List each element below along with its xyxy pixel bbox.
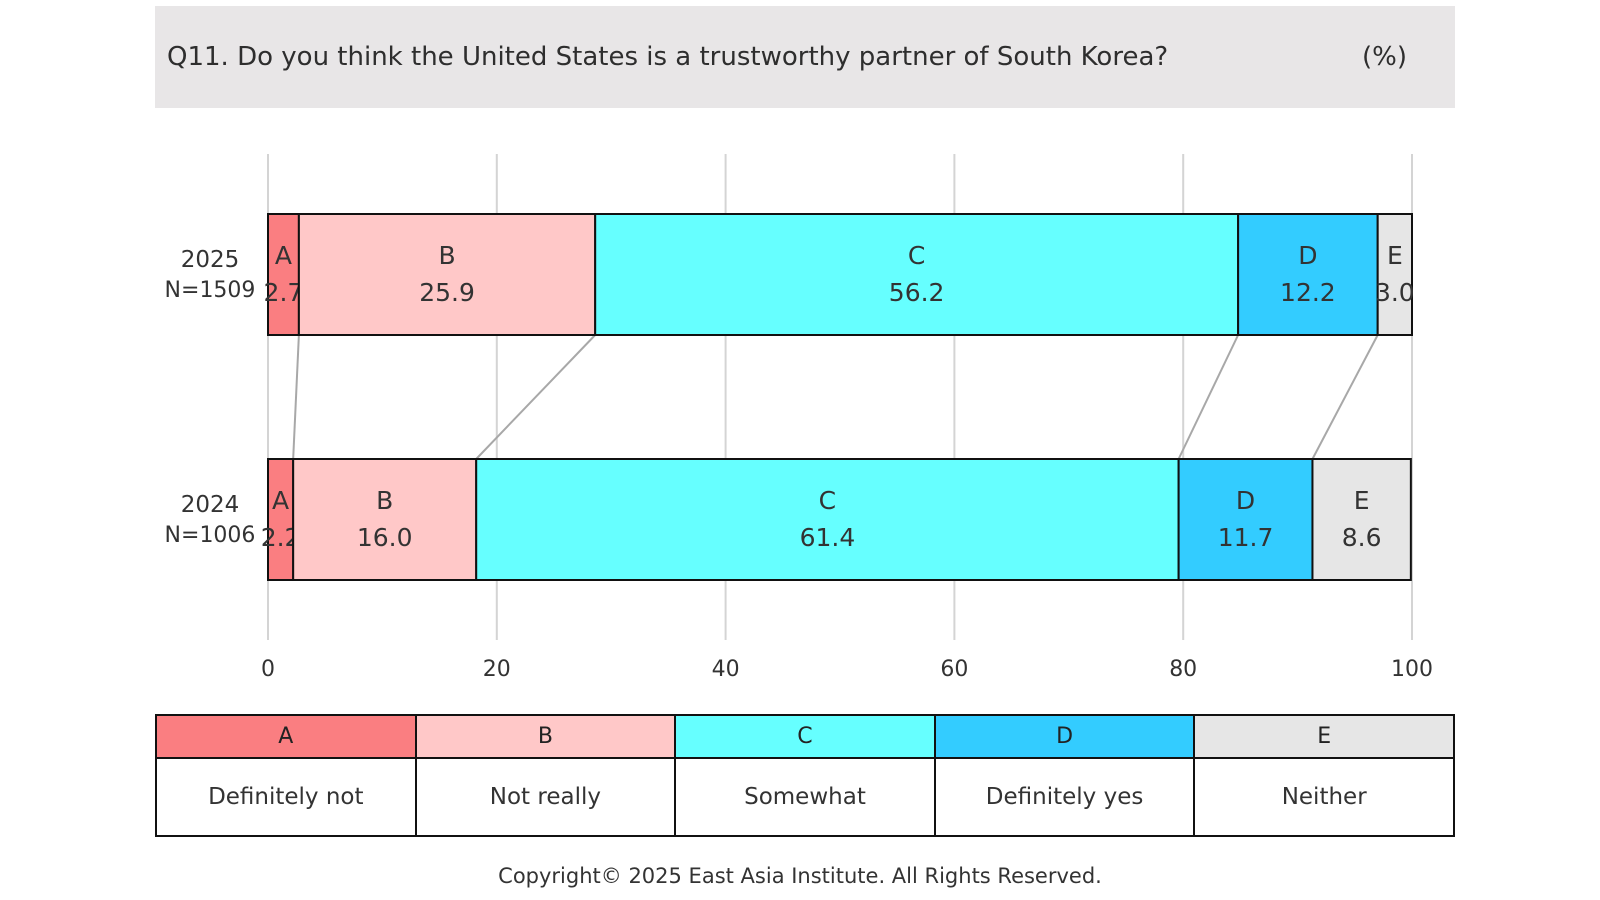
legend-code-e: E xyxy=(1193,714,1455,759)
bar-2025-c-code: C xyxy=(908,241,925,270)
bar-2024-c-value: 61.4 xyxy=(800,523,856,552)
legend-label-c: Somewhat xyxy=(674,757,936,837)
category-label-2025: 2025 xyxy=(181,247,240,273)
bar-2024-a-code: A xyxy=(272,486,289,515)
category-n-2024: N=1006 xyxy=(165,523,256,548)
category-label-2024: 2024 xyxy=(181,492,240,518)
bar-2024-a xyxy=(267,458,295,581)
x-tick-40: 40 xyxy=(712,657,740,682)
legend-code-a: A xyxy=(155,714,417,759)
x-tick-100: 100 xyxy=(1391,657,1433,682)
bar-2024-d-value: 11.7 xyxy=(1218,523,1274,552)
legend-table: A B C D E Definitely not Not really Some… xyxy=(155,714,1455,837)
bar-2025-b-code: B xyxy=(438,241,455,270)
connector-line-a xyxy=(292,334,300,460)
question-title: Q11. Do you think the United States is a… xyxy=(167,42,1169,72)
bar-2024-c-code: C xyxy=(819,486,836,515)
bar-2025-a xyxy=(267,213,300,336)
bar-2025-d-value: 12.2 xyxy=(1280,278,1336,307)
connector-line-c xyxy=(1177,334,1240,460)
bar-2024-d xyxy=(1177,458,1314,581)
bar-2024-b-value: 16.0 xyxy=(357,523,413,552)
legend-code-d: D xyxy=(933,714,1196,759)
bar-2024-e-code: E xyxy=(1354,486,1370,515)
x-tick-80: 80 xyxy=(1169,657,1197,682)
question-header: Q11. Do you think the United States is a… xyxy=(155,6,1455,108)
connector-line-d xyxy=(1311,334,1379,460)
bar-2025-c xyxy=(594,213,1240,336)
bar-2025-b xyxy=(297,213,597,336)
bar-2025-a-value: 2.7 xyxy=(264,278,304,307)
legend-code-row: A B C D E xyxy=(155,714,1455,759)
bar-2025-e xyxy=(1376,213,1414,336)
copyright-text: Copyright© 2025 East Asia Institute. All… xyxy=(498,864,1102,888)
x-tick-0: 0 xyxy=(261,657,275,682)
legend-code-b: B xyxy=(414,714,677,759)
bar-2024-b-code: B xyxy=(376,486,393,515)
bar-2024-c xyxy=(475,458,1180,581)
legend-label-row: Definitely not Not really Somewhat Defin… xyxy=(155,757,1455,837)
legend-label-d: Definitely yes xyxy=(933,757,1196,837)
bar-2024-d-code: D xyxy=(1236,486,1255,515)
x-tick-60: 60 xyxy=(940,657,968,682)
bar-2025-e-code: E xyxy=(1387,241,1403,270)
bar-2024-e-value: 8.6 xyxy=(1342,523,1382,552)
bar-2025-d xyxy=(1237,213,1379,336)
legend-code-c: C xyxy=(674,714,936,759)
bar-2025-b-value: 25.9 xyxy=(419,278,475,307)
bar-2024-e xyxy=(1311,458,1412,581)
bar-2025-d-code: D xyxy=(1298,241,1317,270)
bar-2025-e-value: 3.0 xyxy=(1375,278,1415,307)
bar-2024-b xyxy=(292,458,478,581)
bar-2025-c-value: 56.2 xyxy=(889,278,945,307)
legend-label-b: Not really xyxy=(414,757,677,837)
category-n-2025: N=1509 xyxy=(165,278,256,303)
legend-label-a: Definitely not xyxy=(155,757,417,837)
legend-label-e: Neither xyxy=(1193,757,1455,837)
x-tick-20: 20 xyxy=(483,657,511,682)
unit-label: (%) xyxy=(1362,42,1407,72)
connector-line-b xyxy=(475,334,596,460)
stacked-bar-chart: 0 20 40 60 80 100 A 2.7 B 25.9 C 56.2 D 12.2 E 3.0 2025 N… xyxy=(165,154,1433,682)
bar-2025-a-code: A xyxy=(275,241,292,270)
